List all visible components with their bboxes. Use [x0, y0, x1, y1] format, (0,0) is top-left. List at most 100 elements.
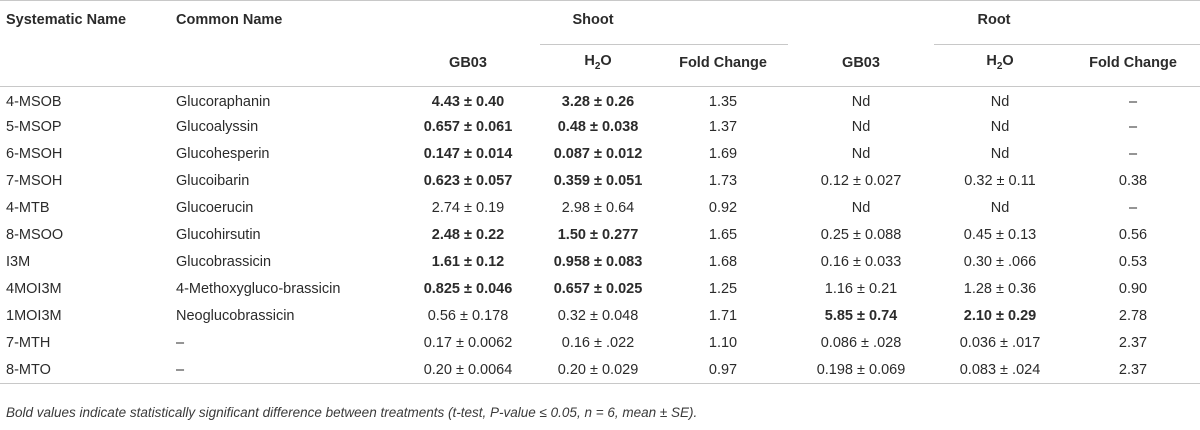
- root-gb03-cell: Nd: [851, 119, 871, 135]
- root-gb03-cell: 0.198 ± 0.069: [816, 361, 906, 378]
- systematic-name-cell: 8-MSOO: [6, 227, 64, 243]
- shoot-gb03-cell: 0.56 ± 0.178: [427, 308, 509, 324]
- common-name-cell: Glucoalyssin: [176, 119, 259, 135]
- root-h2o-cell: 0.036 ± .017: [959, 335, 1041, 351]
- common-name-cell: –: [176, 335, 185, 351]
- systematic-name-cell: 4MOI3M: [6, 281, 62, 297]
- shoot-h2o-cell: 3.28 ± 0.26: [561, 94, 635, 111]
- systematic-name-cell: 8-MTO: [6, 361, 51, 378]
- root-fold-change-cell: 0.90: [1118, 281, 1148, 297]
- table-row: 8-MTO – 0.20 ± 0.0064 0.20 ± 0.029 0.97 0.198…: [0, 357, 1200, 384]
- header-root-gb03: GB03: [842, 54, 880, 71]
- shoot-gb03-cell: 0.147 ± 0.014: [423, 146, 513, 162]
- shoot-fold-change-cell: 1.35: [708, 94, 738, 111]
- shoot-h2o-cell: 0.48 ± 0.038: [557, 119, 639, 135]
- shoot-gb03-cell: 2.74 ± 0.19: [431, 200, 505, 216]
- shoot-gb03-cell: 4.43 ± 0.40: [431, 94, 505, 111]
- shoot-fold-change-cell: 1.10: [708, 335, 738, 351]
- table-row: 7-MSOH Glucoibarin 0.623 ± 0.057 0.359 ± 0.…: [0, 168, 1200, 195]
- shoot-fold-change-cell: 0.97: [708, 361, 738, 378]
- header-shoot-h2o: H2O: [584, 53, 612, 72]
- systematic-name-cell: 6-MSOH: [6, 146, 63, 162]
- common-name-cell: Glucohesperin: [176, 146, 270, 162]
- root-gb03-cell: Nd: [851, 94, 871, 111]
- shoot-fold-change-cell: 1.73: [708, 173, 738, 189]
- table-row: 8-MSOO Glucohirsutin 2.48 ± 0.22 1.50 ± 0.2…: [0, 222, 1200, 249]
- shoot-h2o-cell: 0.657 ± 0.025: [553, 281, 643, 297]
- root-gb03-cell: 5.85 ± 0.74: [824, 308, 898, 324]
- table-body: 4-MSOB Glucoraphanin 4.43 ± 0.40 3.28 ± 0.2…: [0, 87, 1200, 384]
- header-systematic-name: Systematic Name: [6, 12, 127, 28]
- root-h2o-cell: Nd: [990, 94, 1010, 111]
- root-fold-change-cell: 2.37: [1118, 361, 1148, 378]
- systematic-name-cell: 5-MSOP: [6, 119, 62, 135]
- header-root-label: Root: [977, 12, 1011, 28]
- shoot-h2o-cell: 1.50 ± 0.277: [557, 227, 639, 243]
- root-gb03-cell: 0.25 ± 0.088: [820, 227, 902, 243]
- header-group-shoot: Shoot: [398, 1, 788, 45]
- root-gb03-cell: 0.16 ± 0.033: [820, 254, 902, 270]
- header-shoot-gb03: GB03: [449, 54, 487, 71]
- systematic-name-cell: 7-MSOH: [6, 173, 63, 189]
- root-gb03-cell: 0.086 ± .028: [820, 335, 902, 351]
- shoot-h2o-cell: 0.958 ± 0.083: [553, 254, 643, 270]
- shoot-gb03-cell: 0.20 ± 0.0064: [423, 361, 513, 378]
- shoot-h2o-cell: 0.20 ± 0.029: [557, 361, 639, 378]
- table-row: 7-MTH – 0.17 ± 0.0062 0.16 ± .022 1.10 0.086 …: [0, 330, 1200, 357]
- root-h2o-cell: 0.083 ± .024: [959, 361, 1041, 378]
- systematic-name-cell: 1MOI3M: [6, 308, 62, 324]
- shoot-gb03-cell: 0.825 ± 0.046: [423, 281, 513, 297]
- table-row: 6-MSOH Glucohesperin 0.147 ± 0.014 0.087 ± …: [0, 141, 1200, 168]
- table-row: 5-MSOP Glucoalyssin 0.657 ± 0.061 0.48 ± 0.…: [0, 114, 1200, 141]
- shoot-h2o-cell: 2.98 ± 0.64: [561, 200, 635, 216]
- shoot-h2o-cell: 0.359 ± 0.051: [553, 173, 643, 189]
- root-h2o-cell: Nd: [990, 119, 1010, 135]
- header-shoot-label: Shoot: [572, 12, 614, 28]
- shoot-fold-change-cell: 1.69: [708, 146, 738, 162]
- shoot-h2o-cell: 0.32 ± 0.048: [557, 308, 639, 324]
- root-h2o-cell: 0.45 ± 0.13: [963, 227, 1037, 243]
- root-h2o-cell: 2.10 ± 0.29: [963, 308, 1037, 324]
- header-row-groups: Systematic Name Common Name Shoot Root: [0, 0, 1200, 45]
- shoot-fold-change-cell: 1.25: [708, 281, 738, 297]
- shoot-gb03-cell: 2.48 ± 0.22: [431, 227, 505, 243]
- root-fold-change-cell: 0.56: [1118, 227, 1148, 243]
- systematic-name-cell: 4-MTB: [6, 200, 50, 216]
- header-root-h2o: H2O: [986, 53, 1014, 72]
- table-row: 1MOI3M Neoglucobrassicin 0.56 ± 0.178 0.32 …: [0, 303, 1200, 330]
- common-name-cell: Glucobrassicin: [176, 254, 272, 270]
- table-row: 4-MTB Glucoerucin 2.74 ± 0.19 2.98 ± 0.64 0.…: [0, 195, 1200, 222]
- table-footnote: Bold values indicate statistically signi…: [6, 405, 698, 420]
- table-row: 4-MSOB Glucoraphanin 4.43 ± 0.40 3.28 ± 0.2…: [0, 87, 1200, 114]
- shoot-fold-change-cell: 1.71: [708, 308, 738, 324]
- root-h2o-cell: 0.32 ± 0.11: [964, 173, 1036, 189]
- common-name-cell: 4-Methoxygluco-brassicin: [176, 281, 341, 297]
- shoot-h2o-cell: 0.16 ± .022: [561, 335, 635, 351]
- systematic-name-cell: I3M: [6, 254, 31, 270]
- header-shoot-fold-change: Fold Change: [679, 54, 767, 71]
- root-fold-change-cell: –: [1128, 94, 1138, 111]
- common-name-cell: Glucoerucin: [176, 200, 254, 216]
- root-h2o-cell: Nd: [990, 200, 1010, 216]
- shoot-gb03-cell: 0.657 ± 0.061: [423, 119, 513, 135]
- common-name-cell: Glucoraphanin: [176, 94, 271, 111]
- systematic-name-cell: 7-MTH: [6, 335, 51, 351]
- header-group-root: Root: [788, 1, 1200, 45]
- glucosinolate-table: Systematic Name Common Name Shoot Root G…: [0, 0, 1200, 384]
- root-fold-change-cell: 0.53: [1118, 254, 1148, 270]
- root-fold-change-cell: 0.38: [1118, 173, 1148, 189]
- common-name-cell: Glucohirsutin: [176, 227, 261, 243]
- shoot-h2o-cell: 0.087 ± 0.012: [553, 146, 643, 162]
- root-fold-change-cell: 2.78: [1118, 308, 1148, 324]
- header-common-name: Common Name: [176, 12, 283, 28]
- root-fold-change-cell: –: [1128, 146, 1138, 162]
- root-fold-change-cell: –: [1128, 200, 1138, 216]
- common-name-cell: Glucoibarin: [176, 173, 250, 189]
- header-row-columns: GB03 H2O Fold Change GB03 H2O Fold Chang…: [0, 39, 1200, 87]
- shoot-fold-change-cell: 1.37: [708, 119, 738, 135]
- systematic-name-cell: 4-MSOB: [6, 94, 62, 111]
- shoot-gb03-cell: 0.17 ± 0.0062: [423, 335, 513, 351]
- root-fold-change-cell: 2.37: [1118, 335, 1148, 351]
- table-row: 4MOI3M 4-Methoxygluco-brassicin 0.825 ± 0.…: [0, 276, 1200, 303]
